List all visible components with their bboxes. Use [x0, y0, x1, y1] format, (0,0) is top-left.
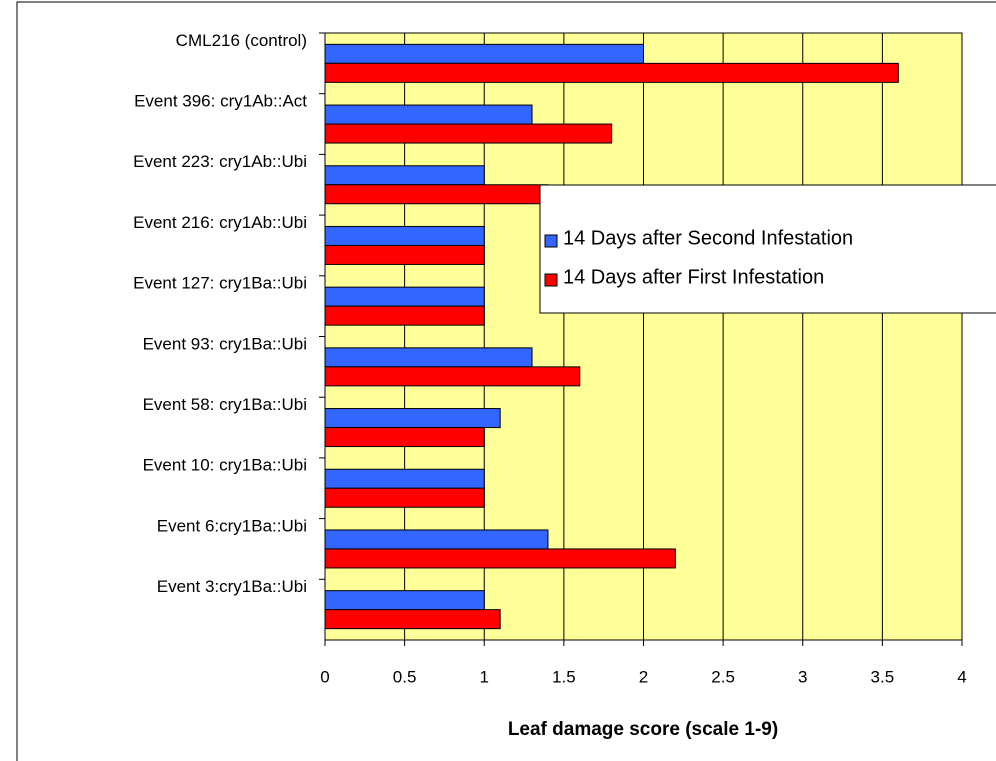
y-tick-label: CML216 (control)	[176, 31, 307, 50]
bar	[324, 468, 485, 489]
bar	[324, 43, 644, 64]
x-tick-label: 0	[320, 667, 329, 686]
x-tick-label: 0.5	[393, 667, 417, 686]
legend-box	[539, 184, 996, 314]
bar	[324, 347, 533, 368]
bar	[324, 104, 533, 125]
y-tick-label: Event 93: cry1Ba::Ubi	[143, 334, 307, 353]
bar	[324, 305, 485, 326]
legend-label: 14 Days after First Infestation	[563, 266, 824, 288]
bar	[324, 590, 485, 611]
bar	[324, 62, 899, 83]
y-tick-label: Event 127: cry1Ba::Ubi	[133, 274, 307, 293]
y-tick-label: Event 10: cry1Ba::Ubi	[143, 456, 307, 475]
x-tick-label: 3	[798, 667, 807, 686]
legend-swatch	[544, 273, 558, 287]
bar	[324, 165, 485, 186]
y-tick-label: Event 216: cry1Ab::Ubi	[133, 213, 307, 232]
y-tick-label: Event 223: cry1Ab::Ubi	[133, 152, 307, 171]
y-tick-label: Event 6:cry1Ba::Ubi	[157, 516, 307, 535]
bar	[324, 244, 485, 265]
bar	[324, 487, 485, 508]
x-tick-label: 4	[957, 667, 966, 686]
bar	[324, 427, 485, 448]
bar	[324, 408, 501, 429]
bar	[324, 225, 485, 246]
x-axis-label: Leaf damage score (scale 1-9)	[508, 719, 778, 740]
legend-swatch	[544, 234, 558, 248]
bar	[324, 529, 549, 550]
bar	[324, 286, 485, 307]
bar	[324, 609, 501, 630]
bar	[324, 184, 549, 205]
x-tick-label: 1	[480, 667, 489, 686]
y-tick-label: Event 396: cry1Ab::Act	[134, 92, 307, 111]
x-tick-label: 2.5	[711, 667, 735, 686]
y-tick-label: Event 58: cry1Ba::Ubi	[143, 395, 307, 414]
bar	[324, 366, 581, 387]
bar	[324, 123, 613, 144]
bar	[324, 548, 676, 569]
y-tick-label: Event 3:cry1Ba::Ubi	[157, 577, 307, 596]
legend-label: 14 Days after Second Infestation	[563, 227, 853, 249]
x-tick-label: 3.5	[871, 667, 895, 686]
x-tick-label: 1.5	[552, 667, 576, 686]
x-tick-label: 2	[639, 667, 648, 686]
